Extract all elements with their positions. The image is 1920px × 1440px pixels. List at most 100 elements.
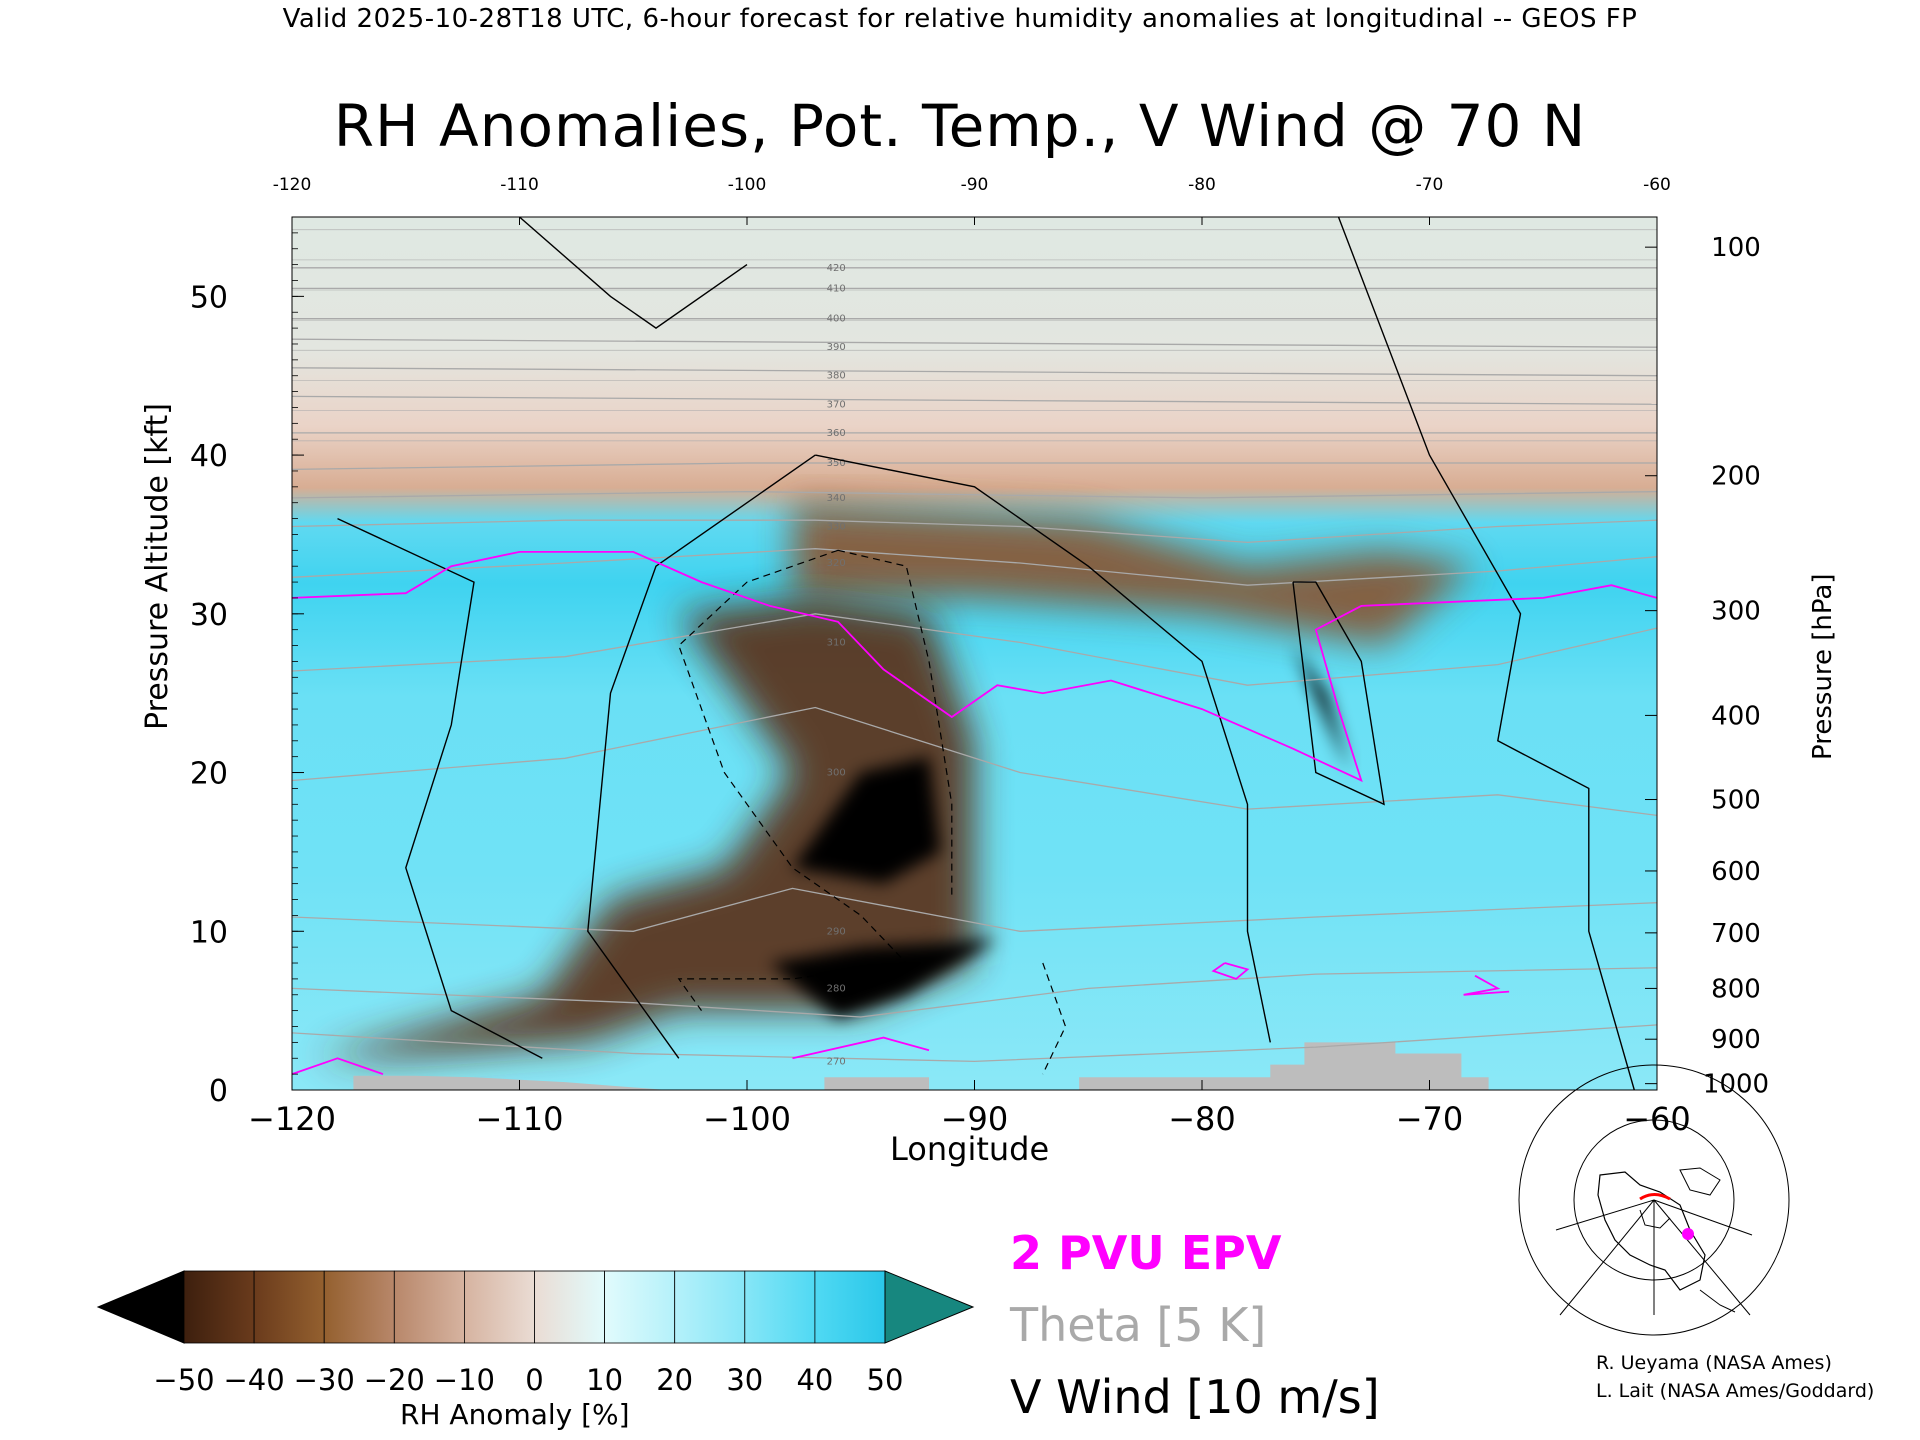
theta-label-340: 340 bbox=[827, 493, 846, 504]
theta-label-420: 420 bbox=[827, 263, 846, 274]
vwind-neg-contour-0 bbox=[677, 549, 908, 1011]
theta-line-350 bbox=[292, 462, 1657, 471]
colorbar-segment-1 bbox=[253, 1270, 325, 1344]
theta-line-300 bbox=[292, 706, 1657, 817]
colorbar-tick-label-3: −20 bbox=[364, 1363, 425, 1397]
colorbar-tick-label-10: 50 bbox=[867, 1363, 904, 1397]
theta-label-270: 270 bbox=[827, 1056, 846, 1067]
colorbar-label: RH Anomaly [%] bbox=[400, 1398, 630, 1431]
theta-label-330: 330 bbox=[827, 522, 846, 533]
theta-label-310: 310 bbox=[827, 637, 846, 648]
epv-2pvu-line bbox=[292, 551, 1657, 783]
p-tick-label-3: 400 bbox=[1711, 701, 1761, 731]
p-tick-label-1: 200 bbox=[1711, 462, 1761, 492]
p-tick-label-6: 700 bbox=[1711, 919, 1761, 949]
p-tick-label-5: 600 bbox=[1711, 857, 1761, 887]
vwind-contour-3 bbox=[815, 454, 1271, 1043]
rh-region-3 bbox=[769, 939, 998, 1019]
x-tick-label-5: −70 bbox=[1396, 1100, 1464, 1138]
colorbar-tick-label-7: 20 bbox=[656, 1363, 693, 1397]
x-axis-label: Longitude bbox=[890, 1130, 1050, 1168]
colorbar-tick-label-2: −30 bbox=[294, 1363, 355, 1397]
vwind-contour-0 bbox=[337, 517, 543, 1059]
rh-region-4 bbox=[1293, 645, 1350, 773]
terrain-surface bbox=[353, 1042, 1489, 1090]
epv-blob-1 bbox=[292, 1057, 384, 1075]
epv-blob-3 bbox=[1211, 962, 1250, 980]
colorbar-tick-label-0: −50 bbox=[153, 1363, 214, 1397]
theta-label-370: 370 bbox=[827, 399, 846, 410]
rh-region-2 bbox=[792, 756, 941, 884]
axes: −120 -120 −110 -110 −100 -100 −90 -90 −80 -80 −70 -… bbox=[190, 175, 1769, 1138]
vwind-neg-contour-2 bbox=[1042, 962, 1067, 1075]
forecast-header: Valid 2025-10-28T18 UTC, 6-hour forecast… bbox=[282, 4, 1638, 34]
credit-author-2: L. Lait (NASA Ames/Goddard) bbox=[1596, 1380, 1875, 1402]
theta-line-310 bbox=[292, 613, 1657, 686]
colorbar-segment-8 bbox=[744, 1270, 816, 1344]
vwind-contour-4 bbox=[1337, 217, 1635, 1090]
y-tick-label-3: 30 bbox=[190, 598, 228, 633]
colorbar-segment-3 bbox=[393, 1270, 465, 1344]
top-tick-label-6: -60 bbox=[1643, 175, 1671, 195]
colorbar-segment-6 bbox=[604, 1270, 676, 1344]
theta-line-380 bbox=[292, 367, 1657, 377]
theta-contours: 270 280 290 300 310 320 330 340 350 360 370 380 390 4… bbox=[292, 229, 1657, 1067]
colorbar-tick-label-9: 40 bbox=[796, 1363, 833, 1397]
theta-line-370 bbox=[292, 395, 1657, 405]
vwind-contour-5 bbox=[1292, 581, 1385, 806]
colorbar-tick-label-1: −40 bbox=[223, 1363, 284, 1397]
theta-label-290: 290 bbox=[827, 926, 846, 937]
colorbar-segment-9 bbox=[814, 1270, 886, 1344]
epv-blob-2 bbox=[792, 1036, 930, 1060]
y-tick-label-5: 50 bbox=[190, 280, 228, 315]
colorbar-tick-label-8: 30 bbox=[726, 1363, 763, 1397]
top-tick-label-3: -90 bbox=[961, 175, 989, 195]
colorbar-segment-7 bbox=[674, 1270, 746, 1344]
colorbar-segment-4 bbox=[463, 1270, 535, 1344]
x-tick-label-1: −110 bbox=[476, 1100, 564, 1138]
theta-label-390: 390 bbox=[827, 342, 846, 353]
chart-title: RH Anomalies, Pot. Temp., V Wind @ 70 N bbox=[333, 92, 1587, 160]
legend-epv: 2 PVU EPV bbox=[1010, 1226, 1282, 1280]
credit-author-1: R. Ueyama (NASA Ames) bbox=[1596, 1352, 1832, 1374]
location-inset-map bbox=[1518, 1064, 1790, 1336]
colorbar-tick-label-5: 0 bbox=[525, 1363, 543, 1397]
y-tick-label-4: 40 bbox=[190, 439, 228, 474]
theta-label-380: 380 bbox=[827, 371, 846, 382]
theta-line-390 bbox=[292, 338, 1657, 348]
top-tick-label-1: -110 bbox=[500, 175, 539, 195]
colorbar-left-extend bbox=[96, 1270, 185, 1344]
colorbar-segment-2 bbox=[323, 1270, 395, 1344]
p-tick-label-4: 500 bbox=[1711, 786, 1761, 816]
pressure-axis-label: Pressure [hPa] bbox=[1808, 573, 1838, 761]
theta-line-340 bbox=[292, 490, 1657, 499]
epv-contour bbox=[292, 551, 1657, 1075]
x-tick-label-0: −120 bbox=[248, 1100, 336, 1138]
colorbar-tick-label-4: −10 bbox=[434, 1363, 495, 1397]
vwind-contours bbox=[337, 217, 1635, 1090]
theta-label-410: 410 bbox=[827, 283, 846, 294]
legend-vwind: V Wind [10 m/s] bbox=[1010, 1370, 1380, 1424]
theta-line-280 bbox=[292, 967, 1657, 1018]
epv-blob-4 bbox=[1463, 974, 1510, 996]
colorbar: −50 −40 −30 −20 −10 0 10 20 30 40 50 bbox=[96, 1270, 975, 1397]
theta-label-300: 300 bbox=[827, 768, 846, 779]
colorbar-segment-0 bbox=[183, 1270, 255, 1344]
vwind-contour-1 bbox=[519, 217, 748, 329]
theta-label-360: 360 bbox=[827, 428, 846, 439]
top-tick-label-2: -100 bbox=[728, 175, 767, 195]
p-tick-label-0: 100 bbox=[1711, 233, 1761, 263]
theta-line-320 bbox=[292, 548, 1657, 586]
rh-region-1 bbox=[314, 597, 975, 1059]
y-axis-label: Pressure Altitude [kft] bbox=[140, 403, 175, 730]
x-tick-label-4: −80 bbox=[1168, 1100, 1236, 1138]
x-tick-label-2: −100 bbox=[703, 1100, 791, 1138]
p-tick-label-2: 300 bbox=[1711, 597, 1761, 627]
x-tick-label-3: −90 bbox=[941, 1100, 1009, 1138]
theta-line-290 bbox=[292, 887, 1657, 932]
theta-line-330 bbox=[292, 519, 1657, 544]
x-tick-label-6: −60 bbox=[1623, 1100, 1691, 1138]
theta-label-400: 400 bbox=[827, 314, 846, 325]
y-tick-label-0: 0 bbox=[209, 1074, 228, 1109]
